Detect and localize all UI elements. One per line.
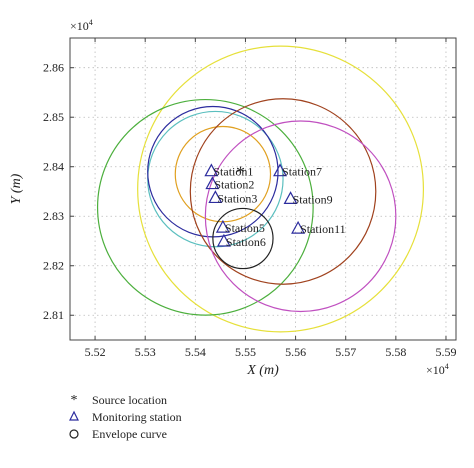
y-tick-label: 2.83: [43, 209, 64, 223]
legend-asterisk-icon: *: [71, 393, 78, 408]
axis-ticks: 5.52 5.53 5.54 5.55 5.56 5.57 5.58 5.59 2.81 2.82…: [43, 38, 456, 359]
plot-frame: [69, 37, 457, 341]
station-label: Station6: [226, 235, 266, 249]
station-label: Station3: [217, 191, 257, 205]
x-tick-label: 5.59: [435, 345, 456, 359]
y-tick-label: 2.81: [43, 308, 64, 322]
station-label: Station11: [300, 222, 346, 236]
legend-label-envelope: Envelope curve: [92, 427, 167, 441]
y-tick-label: 2.82: [43, 259, 64, 273]
source-asterisk: *: [236, 163, 245, 183]
station-label: Station2: [214, 178, 254, 192]
y-tick-label: 2.86: [43, 61, 64, 75]
legend-circle-icon: [69, 429, 79, 439]
station-marker: [291, 220, 306, 234]
x-tick-label: 5.53: [135, 345, 156, 359]
legend-entry-source: * Source location: [71, 393, 167, 408]
station-marker: [204, 163, 219, 177]
x-exponent-power: 4: [445, 362, 449, 371]
station-label: Station5: [225, 221, 265, 235]
source-marker: *: [236, 163, 245, 183]
svg-text:×104: ×104: [426, 362, 449, 377]
y-exponent-base: ×10: [70, 19, 89, 33]
x-tick-label: 5.54: [185, 345, 206, 359]
y-axis-label: Y (m): [9, 173, 24, 204]
legend-label-source: Source location: [92, 393, 167, 407]
legend-entry-envelope: Envelope curve: [69, 427, 167, 441]
x-axis-label: X (m): [246, 363, 279, 378]
legend-triangle-icon: [69, 410, 79, 421]
envelope-circle: [212, 207, 274, 270]
envelope-circle: [204, 120, 397, 313]
legend: * Source location Monitoring station Env…: [69, 393, 182, 441]
envelope-circle: [137, 45, 425, 333]
x-tick-label: 5.52: [85, 345, 106, 359]
x-exponent-base: ×10: [426, 363, 445, 377]
y-exponent-label: ×104: [70, 18, 93, 33]
envelope-circle: [189, 98, 377, 285]
station-marker: [283, 191, 298, 205]
envelope-circles: [96, 45, 425, 333]
y-tick-label: 2.84: [43, 160, 64, 174]
legend-label-station: Monitoring station: [92, 410, 182, 424]
y-exponent-power: 4: [89, 18, 93, 27]
legend-entry-station: Monitoring station: [69, 410, 182, 424]
station-label: Station9: [293, 192, 333, 206]
x-tick-label: 5.56: [285, 345, 306, 359]
station-label: Station7: [282, 165, 322, 179]
grid-lines: [70, 38, 456, 340]
station-marker: [205, 176, 220, 190]
station-marker: [273, 163, 288, 177]
x-tick-label: 5.55: [235, 345, 256, 359]
y-tick-label: 2.85: [43, 110, 64, 124]
x-tick-label: 5.57: [335, 345, 356, 359]
svg-text:×104: ×104: [70, 18, 93, 33]
station-marker: [208, 190, 223, 204]
station-marker: [215, 219, 230, 233]
x-exponent-label: ×104: [426, 362, 449, 377]
x-tick-label: 5.58: [385, 345, 406, 359]
station-label: Station1: [213, 165, 253, 179]
envelope-circle: [96, 98, 314, 316]
station-marker: [216, 233, 231, 247]
